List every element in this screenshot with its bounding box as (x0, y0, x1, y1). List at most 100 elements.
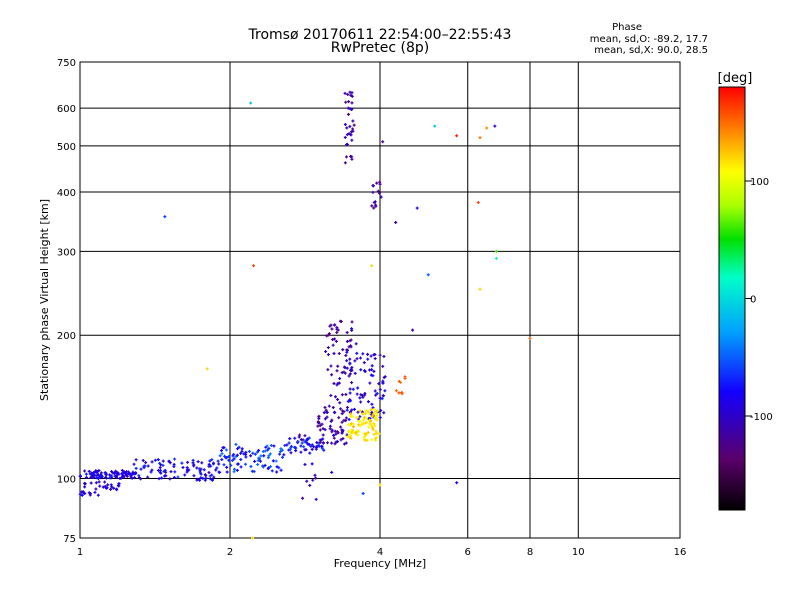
data-point (255, 450, 259, 454)
data-point (216, 459, 220, 463)
data-point (198, 478, 202, 482)
data-point (358, 419, 362, 423)
data-point (103, 484, 107, 488)
data-point (426, 273, 430, 277)
data-point (346, 435, 350, 439)
data-point (321, 447, 325, 451)
data-point (197, 467, 201, 471)
data-point (455, 134, 459, 138)
data-point (370, 368, 374, 372)
data-point (350, 431, 354, 435)
data-point (378, 388, 382, 392)
data-point (112, 486, 116, 490)
data-point (158, 466, 162, 470)
data-point (158, 461, 162, 465)
data-point (233, 467, 236, 471)
data-point (345, 133, 349, 137)
data-point (229, 463, 233, 467)
data-point (244, 455, 248, 459)
colorbar-label: [deg] (718, 71, 753, 86)
data-point (202, 468, 206, 472)
y-tick-label: 200 (57, 331, 76, 342)
data-point (375, 181, 379, 185)
data-point (185, 466, 189, 470)
data-point (289, 451, 293, 455)
data-point (349, 436, 353, 440)
data-point (359, 423, 363, 427)
data-point (332, 381, 336, 385)
data-point (351, 387, 355, 391)
data-point (303, 448, 307, 452)
data-point (373, 389, 377, 393)
data-point (272, 444, 276, 448)
data-point (345, 339, 349, 343)
data-point (355, 357, 359, 361)
data-point (220, 458, 224, 462)
data-point (301, 496, 305, 500)
data-point (361, 418, 365, 422)
data-point (176, 475, 180, 479)
data-point (310, 447, 314, 451)
data-point (305, 479, 309, 483)
data-point (310, 443, 314, 447)
data-point (83, 482, 87, 486)
data-point (125, 474, 129, 478)
data-point (251, 451, 255, 455)
data-point (239, 457, 243, 461)
data-point (333, 442, 337, 446)
y-tick-label: 500 (57, 142, 76, 153)
data-point (311, 478, 315, 482)
data-point (161, 463, 165, 467)
data-point (359, 400, 363, 404)
data-point (334, 395, 338, 399)
y-tick-label: 75 (63, 534, 76, 545)
y-tick-label: 300 (57, 247, 76, 258)
data-point (378, 483, 382, 487)
data-point (345, 331, 349, 334)
data-point (288, 447, 292, 451)
data-point (120, 472, 124, 476)
data-point (207, 462, 211, 466)
data-point (314, 497, 318, 501)
data-point (349, 344, 353, 348)
data-point (330, 470, 334, 474)
data-point (252, 470, 256, 474)
data-point (374, 429, 378, 433)
phase-o-stats: mean, sd,O: -89.2, 17.7 (589, 34, 708, 45)
x-tick-label: 10 (572, 547, 585, 558)
data-point (455, 481, 459, 485)
data-point (317, 414, 321, 418)
data-point (394, 221, 398, 225)
data-point (80, 493, 84, 497)
data-point (343, 123, 347, 127)
data-point (362, 415, 366, 419)
data-point (244, 452, 248, 456)
data-point (327, 333, 331, 337)
data-point (230, 459, 234, 463)
data-point (347, 430, 351, 434)
data-point (333, 337, 337, 341)
data-point (249, 101, 253, 105)
data-point (92, 471, 96, 475)
data-point (364, 416, 368, 420)
x-tick-label: 1 (77, 547, 83, 558)
data-point (268, 452, 272, 456)
data-point (349, 422, 353, 426)
data-point (256, 459, 260, 463)
data-point (269, 444, 273, 448)
data-point (323, 405, 327, 409)
data-point (345, 366, 349, 370)
x-axis-ticks: 1 2 4 6 8 10 16 (77, 547, 687, 558)
data-point (367, 412, 371, 416)
data-point (372, 411, 376, 415)
data-point (144, 461, 148, 465)
data-point (342, 442, 346, 446)
data-point (361, 352, 365, 356)
data-point (345, 405, 349, 409)
y-axis-ticks: 75 100 200 300 400 500 600 750 (57, 58, 76, 545)
data-point (315, 445, 319, 449)
data-point (321, 441, 325, 445)
data-point (287, 441, 291, 445)
data-point (335, 330, 339, 334)
data-point (324, 408, 328, 412)
